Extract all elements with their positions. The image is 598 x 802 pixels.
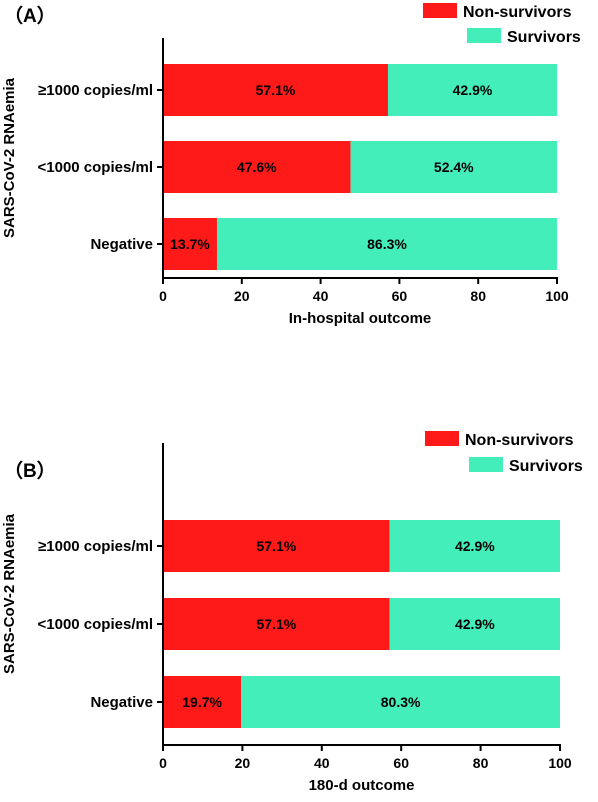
bar-0-0 <box>163 520 390 572</box>
data-label-0-0: 57.1% <box>256 82 296 98</box>
x-axis-title: In-hospital outcome <box>289 310 432 327</box>
legend-label-0: Non-survivors <box>463 4 572 21</box>
data-label-1-0: 42.9% <box>453 82 493 98</box>
bar-0-2 <box>163 218 217 270</box>
category-label-1: <1000 copies/ml <box>38 159 154 176</box>
legend-label-0: Non-survivors <box>465 432 574 449</box>
panel-label: （A） <box>4 4 56 27</box>
data-label-1-1: 42.9% <box>455 616 495 632</box>
x-tick-label-3: 60 <box>393 755 409 771</box>
bar-1-1 <box>389 598 560 650</box>
x-axis-title: 180-d outcome <box>309 777 415 794</box>
x-tick-label-5: 100 <box>548 755 572 771</box>
data-label-1-2: 86.3% <box>367 236 407 252</box>
legend-swatch-1 <box>467 28 501 43</box>
category-label-2: Negative <box>90 694 153 711</box>
chart-a-svg: （A） Non-survivors Survivors 57.1% 42.9% ≥1000… <box>1 3 581 327</box>
bar-1-0 <box>387 64 557 116</box>
bar-0-2 <box>163 676 242 728</box>
legend-label-1: Survivors <box>507 29 581 46</box>
data-label-0-0: 57.1% <box>256 538 296 554</box>
legend-label-1: Survivors <box>509 458 583 475</box>
data-label-0-1: 47.6% <box>237 159 277 175</box>
x-tick-label-0: 0 <box>159 288 167 304</box>
category-label-0: ≥1000 copies/ml <box>38 82 153 99</box>
data-label-1-2: 80.3% <box>381 694 421 710</box>
legend-swatch-0 <box>423 3 457 18</box>
legend-swatch-1 <box>469 457 503 472</box>
x-tick-label-1: 20 <box>235 755 251 771</box>
x-tick-label-1: 20 <box>234 288 250 304</box>
data-label-0-1: 57.1% <box>256 616 296 632</box>
x-tick-label-0: 0 <box>159 755 167 771</box>
category-label-1: <1000 copies/ml <box>38 616 154 633</box>
data-label-1-1: 52.4% <box>434 159 474 175</box>
y-axis-title: SARS-CoV-2 RNAemia <box>1 77 18 238</box>
legend-swatch-0 <box>425 431 459 446</box>
panel-label: （B） <box>4 459 56 482</box>
chart-panel-b: （B） Non-survivors Survivors 57.1% 42.9% ≥1000… <box>0 401 598 801</box>
y-axis-title: SARS-CoV-2 RNAemia <box>1 513 18 674</box>
bar-1-2 <box>241 676 561 728</box>
chart-b-svg: （B） Non-survivors Survivors 57.1% 42.9% ≥1000… <box>1 431 583 794</box>
bar-1-2 <box>216 218 557 270</box>
category-label-0: ≥1000 copies/ml <box>38 538 153 555</box>
x-tick-label-5: 100 <box>545 288 569 304</box>
bar-1-1 <box>350 141 557 193</box>
data-label-0-2: 13.7% <box>170 236 210 252</box>
category-label-2: Negative <box>90 236 153 253</box>
bar-1-0 <box>389 520 560 572</box>
x-tick-label-4: 80 <box>473 755 489 771</box>
data-label-0-2: 19.7% <box>182 694 222 710</box>
bar-0-1 <box>163 141 351 193</box>
bar-0-0 <box>163 64 388 116</box>
x-tick-label-2: 40 <box>313 288 329 304</box>
data-label-1-0: 42.9% <box>455 538 495 554</box>
x-tick-label-2: 40 <box>314 755 330 771</box>
chart-panel-a: （A） Non-survivors Survivors 57.1% 42.9% ≥1000… <box>0 0 598 400</box>
x-tick-label-4: 80 <box>470 288 486 304</box>
x-tick-label-3: 60 <box>392 288 408 304</box>
bar-0-1 <box>163 598 390 650</box>
